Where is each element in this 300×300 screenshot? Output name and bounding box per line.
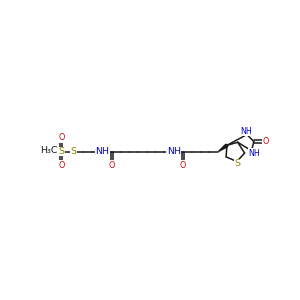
Polygon shape — [218, 144, 228, 152]
Text: O: O — [180, 161, 186, 170]
Text: O: O — [58, 161, 64, 170]
Text: NH: NH — [248, 148, 260, 158]
Text: NH: NH — [95, 147, 109, 156]
Text: O: O — [109, 161, 116, 170]
Text: O: O — [58, 133, 64, 142]
Text: NH: NH — [240, 127, 252, 136]
Text: O: O — [262, 137, 268, 146]
Text: NH: NH — [167, 147, 181, 156]
Text: H₃C: H₃C — [40, 146, 58, 155]
Text: S: S — [71, 147, 77, 156]
Text: S: S — [58, 147, 64, 156]
Text: S: S — [235, 159, 241, 168]
